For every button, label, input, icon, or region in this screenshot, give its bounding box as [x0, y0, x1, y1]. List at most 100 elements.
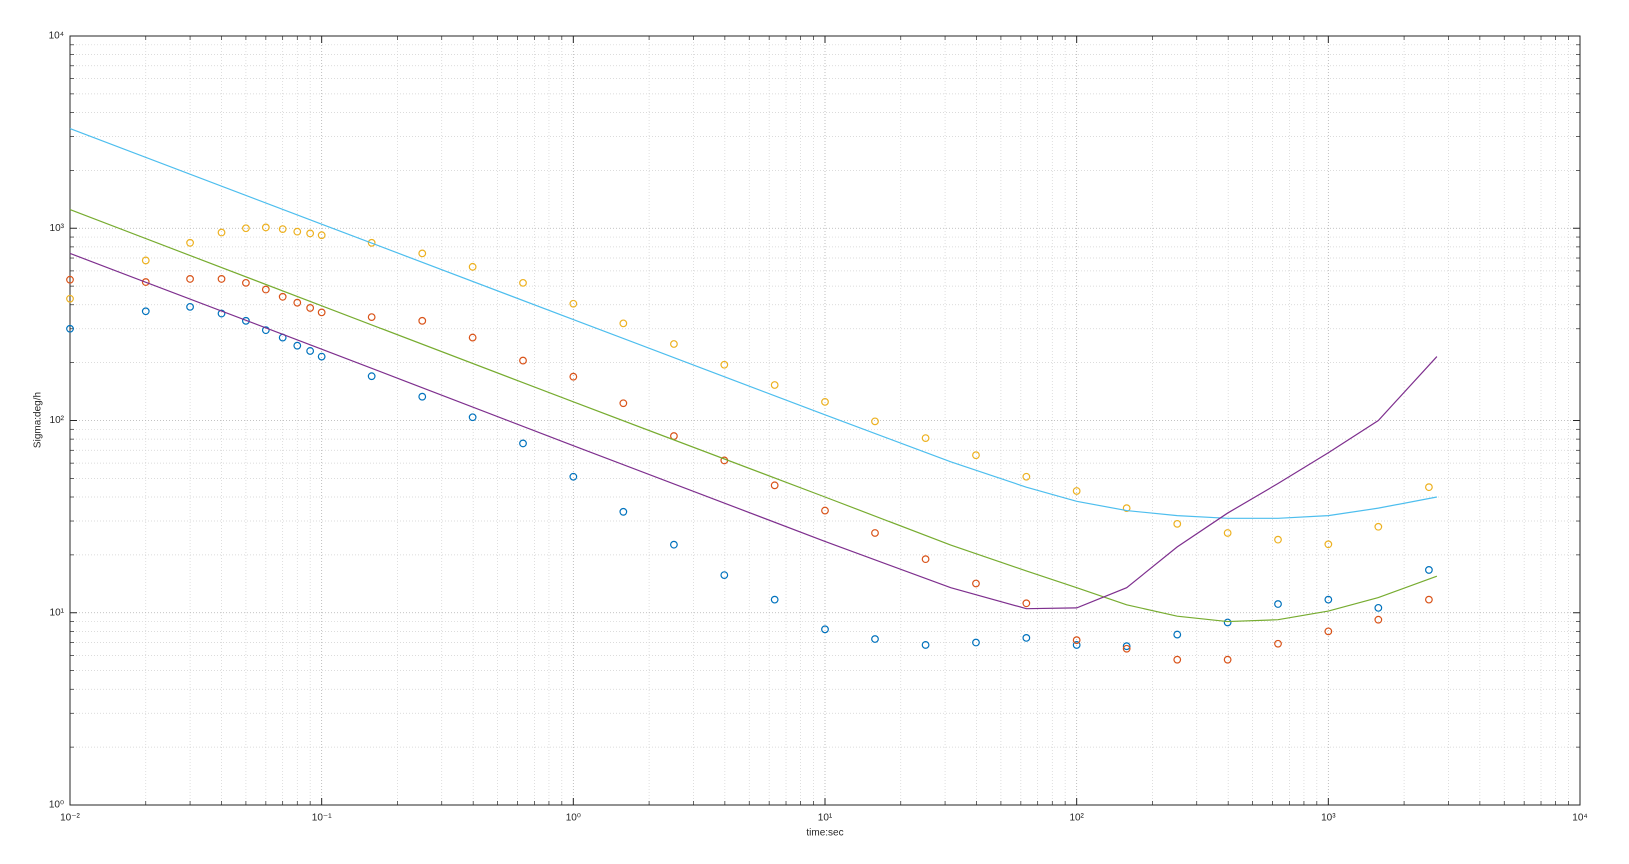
- data-point: [317, 352, 326, 361]
- data-point: [306, 304, 315, 312]
- x-tick-label: 10⁻¹: [312, 813, 332, 824]
- data-point: [468, 413, 477, 422]
- data-point: [1374, 615, 1383, 624]
- data-point: [972, 579, 980, 588]
- data-point: [619, 319, 628, 328]
- data-point: [1425, 483, 1433, 492]
- y-tick-label: 10³: [50, 223, 65, 234]
- data-point: [242, 316, 250, 325]
- data-point: [217, 275, 226, 283]
- data-point: [278, 292, 287, 301]
- data-point: [306, 229, 315, 238]
- data-point: [468, 333, 477, 342]
- data-point: [261, 326, 270, 335]
- data-point: [367, 313, 376, 322]
- data-point: [1122, 644, 1131, 653]
- data-point: [972, 451, 980, 460]
- data-point: [619, 399, 628, 408]
- data-point: [821, 506, 829, 515]
- data-point: [1425, 595, 1433, 604]
- data-point: [186, 275, 194, 283]
- x-tick-label: 10⁻²: [60, 813, 80, 824]
- data-point: [468, 262, 477, 271]
- data-point: [141, 307, 150, 316]
- data-point: [821, 397, 829, 406]
- x-axis-label: time:sec: [806, 828, 843, 839]
- data-point: [242, 224, 250, 233]
- data-point: [770, 481, 779, 490]
- series-line: [69, 209, 1438, 623]
- data-point: [1274, 535, 1282, 544]
- data-point: [519, 278, 527, 287]
- data-point: [921, 641, 930, 649]
- plot-frame: [69, 35, 1581, 806]
- data-point: [720, 360, 729, 369]
- data-point: [770, 595, 779, 604]
- data-point: [367, 372, 376, 381]
- data-point: [1072, 641, 1081, 649]
- data-point: [1374, 522, 1383, 531]
- data-point: [217, 309, 226, 318]
- data-point: [1374, 603, 1383, 612]
- data-point: [972, 638, 980, 647]
- data-point: [66, 294, 74, 303]
- data-point: [317, 308, 326, 317]
- data-point: [1274, 600, 1282, 608]
- x-tick-label: 10³: [1321, 813, 1336, 824]
- y-tick-label: 10²: [50, 415, 65, 426]
- x-tick-label: 10¹: [818, 813, 833, 824]
- data-point: [720, 571, 729, 579]
- data-point: [1173, 655, 1182, 664]
- data-point: [141, 278, 150, 286]
- data-point: [141, 256, 150, 265]
- data-point: [306, 347, 315, 355]
- data-point: [261, 285, 270, 294]
- data-point: [293, 227, 302, 236]
- data-point: [1072, 487, 1081, 495]
- data-point: [66, 324, 74, 333]
- data-point: [871, 529, 879, 537]
- series-line: [69, 252, 1438, 610]
- data-point: [1072, 636, 1081, 645]
- data-point: [519, 356, 527, 365]
- data-point: [921, 434, 930, 442]
- data-point: [871, 417, 879, 426]
- data-point: [1122, 504, 1131, 513]
- data-point: [186, 302, 194, 311]
- data-point: [418, 249, 427, 258]
- data-point: [670, 340, 678, 348]
- data-point: [293, 298, 302, 307]
- data-point: [1223, 655, 1232, 664]
- data-point: [186, 238, 194, 247]
- data-point: [1022, 599, 1031, 608]
- data-point: [317, 231, 326, 240]
- data-point: [670, 540, 678, 549]
- data-point: [1022, 472, 1031, 481]
- y-tick-label: 10⁰: [49, 800, 64, 811]
- data-point: [66, 275, 74, 284]
- data-point: [418, 392, 427, 401]
- data-point: [1173, 519, 1182, 528]
- data-point: [871, 635, 879, 643]
- data-point: [1122, 642, 1131, 651]
- data-point: [569, 299, 578, 308]
- data-point: [1223, 529, 1232, 537]
- data-point: [519, 439, 527, 448]
- data-point: [1022, 633, 1031, 642]
- x-tick-label: 10⁴: [1572, 813, 1587, 824]
- y-tick-label: 10⁴: [49, 31, 64, 42]
- data-point: [1425, 566, 1433, 574]
- data-point: [242, 278, 250, 287]
- data-point: [1173, 630, 1182, 639]
- y-tick-label: 10¹: [50, 607, 65, 618]
- data-point: [1223, 618, 1232, 627]
- x-tick-label: 10⁰: [566, 813, 581, 824]
- series-line: [69, 128, 1438, 519]
- data-point: [569, 472, 578, 481]
- data-point: [293, 341, 302, 350]
- data-point: [261, 223, 270, 232]
- data-point: [367, 238, 376, 247]
- data-point: [1324, 595, 1333, 604]
